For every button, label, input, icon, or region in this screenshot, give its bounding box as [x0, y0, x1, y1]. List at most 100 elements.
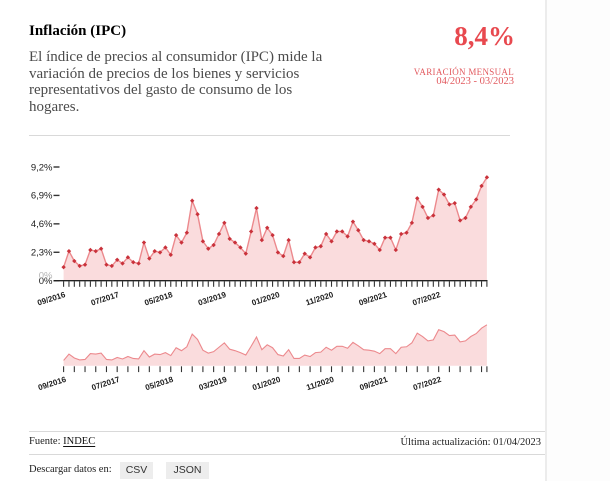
source-link-indec[interactable]: INDEC [63, 435, 96, 447]
data-point-marker[interactable] [313, 245, 318, 250]
data-point-marker[interactable] [114, 257, 120, 262]
data-point-marker[interactable] [190, 198, 195, 203]
y-axis-label: 2,3% [31, 248, 53, 259]
data-point-marker[interactable] [211, 242, 216, 248]
data-point-marker[interactable] [425, 215, 431, 221]
data-point-marker[interactable] [297, 260, 302, 265]
data-point-marker[interactable] [222, 220, 227, 226]
data-point-marker[interactable] [216, 231, 222, 237]
data-point-marker[interactable] [334, 229, 340, 234]
data-point-marker[interactable] [340, 229, 345, 234]
data-point-marker[interactable] [120, 261, 125, 266]
data-point-marker[interactable] [457, 218, 463, 223]
data-point-marker[interactable] [61, 264, 66, 270]
data-point-marker[interactable] [307, 255, 313, 260]
x-axis-label: 09/2021 [358, 290, 389, 308]
page-title: Inflación (IPC) [29, 23, 127, 39]
data-point-marker[interactable] [484, 175, 490, 180]
data-point-marker[interactable] [463, 215, 468, 221]
data-point-marker[interactable] [66, 248, 72, 254]
context-line [63, 324, 488, 361]
data-point-marker[interactable] [382, 235, 388, 240]
data-point-marker[interactable] [447, 202, 452, 207]
headline-period: 04/2023 - 03/2023 [436, 76, 514, 87]
data-point-marker[interactable] [270, 232, 275, 238]
data-point-marker[interactable] [366, 239, 372, 244]
x-axis-label: 11/2020 [305, 290, 335, 308]
data-point-marker[interactable] [329, 239, 334, 244]
data-point-marker[interactable] [254, 205, 259, 211]
data-point-marker[interactable] [398, 231, 404, 237]
context-area[interactable] [63, 324, 487, 366]
data-point-marker[interactable] [248, 229, 254, 234]
data-point-marker[interactable] [372, 241, 377, 246]
data-point-marker[interactable] [318, 244, 323, 249]
data-point-marker[interactable] [195, 212, 200, 217]
data-point-marker[interactable] [152, 248, 157, 254]
context-axis-label: 05/2018 [144, 375, 175, 393]
column-rule [545, 0, 547, 481]
data-point-marker[interactable] [415, 196, 420, 201]
data-point-marker[interactable] [479, 183, 484, 189]
divider-footer [29, 431, 546, 432]
y-axis-label: 6,9% [31, 191, 53, 202]
data-point-marker[interactable] [323, 231, 329, 237]
data-point-marker[interactable] [131, 260, 136, 265]
data-point-marker[interactable] [163, 245, 168, 250]
data-point-marker[interactable] [420, 204, 425, 210]
data-point-marker[interactable] [350, 219, 356, 224]
data-point-marker[interactable] [377, 247, 382, 253]
source-line: Fuente: INDEC [29, 436, 95, 447]
data-point-marker[interactable] [281, 253, 286, 259]
data-point-marker[interactable] [275, 250, 281, 255]
data-point-marker[interactable] [88, 247, 93, 253]
data-point-marker[interactable] [468, 204, 474, 210]
description-line: hogares. [29, 98, 80, 115]
main-area[interactable] [63, 177, 487, 281]
data-point-marker[interactable] [136, 261, 141, 266]
data-point-marker[interactable] [388, 235, 393, 240]
data-point-marker[interactable] [436, 187, 441, 192]
context-axis-label: 07/2022 [412, 375, 443, 393]
data-point-marker[interactable] [200, 239, 206, 244]
data-point-marker[interactable] [302, 251, 307, 256]
data-point-marker[interactable] [356, 228, 361, 233]
description-line: representativos del gasto de consumo de … [29, 82, 293, 99]
data-point-marker[interactable] [206, 246, 211, 251]
data-point-marker[interactable] [141, 240, 147, 245]
data-point-marker[interactable] [243, 251, 248, 256]
description: El índice de precios al consumidor (IPC)… [29, 49, 322, 115]
data-point-marker[interactable] [168, 252, 173, 258]
data-point-marker[interactable] [452, 200, 457, 206]
data-point-marker[interactable] [345, 234, 350, 239]
data-point-marker[interactable] [93, 248, 98, 254]
inflation-line-chart[interactable]: 0% 2,3% 4,6% 6,9% 9,2% 0% 09/2016 07/2017 05/201… [0, 140, 546, 421]
download-csv-button[interactable]: CSV [120, 462, 153, 479]
context-axis-label: 09/2016 [37, 375, 68, 393]
data-point-marker[interactable] [431, 213, 436, 218]
data-point-marker[interactable] [265, 225, 270, 230]
context-axis-label: 09/2021 [358, 375, 389, 393]
data-point-marker[interactable] [286, 237, 291, 243]
data-point-marker[interactable] [361, 237, 366, 243]
data-point-marker[interactable] [473, 197, 479, 202]
data-point-marker[interactable] [179, 240, 184, 245]
divider-download [29, 454, 546, 455]
context-axis-label: 11/2020 [305, 375, 335, 393]
data-point-marker[interactable] [404, 230, 409, 235]
right-gutter [547, 0, 610, 481]
data-point-marker[interactable] [441, 192, 447, 197]
data-point-marker[interactable] [157, 250, 163, 255]
download-json-button[interactable]: JSON [166, 462, 209, 479]
data-point-marker[interactable] [238, 245, 243, 250]
data-point-marker[interactable] [232, 240, 238, 245]
download-label: Descargar datos en: [29, 463, 112, 475]
data-point-marker[interactable] [291, 260, 297, 265]
data-point-marker[interactable] [173, 232, 179, 238]
context-axis-label: 01/2020 [251, 375, 282, 393]
data-point-marker[interactable] [227, 236, 232, 242]
data-point-marker[interactable] [259, 237, 265, 243]
data-point-marker[interactable] [409, 220, 415, 226]
data-point-marker[interactable] [184, 230, 190, 235]
data-point-marker[interactable] [393, 247, 399, 253]
